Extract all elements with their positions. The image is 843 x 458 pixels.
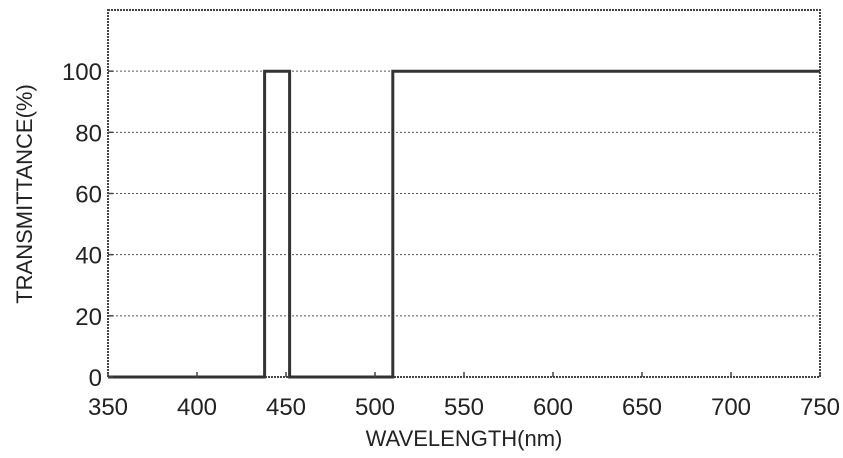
x-tick-label-700: 700	[711, 394, 751, 421]
y-tick-label-0: 0	[89, 365, 102, 392]
x-tick-label-400: 400	[177, 394, 217, 421]
x-tick-label-350: 350	[88, 394, 128, 421]
x-tick-label-550: 550	[444, 394, 484, 421]
x-tick-label-650: 650	[622, 394, 662, 421]
x-tick-labels: 350 400 450 500 550 600 650 700 750	[88, 372, 840, 421]
x-tick-label-750: 750	[800, 394, 840, 421]
y-tick-labels: 0 20 40 60 80 100	[62, 59, 113, 392]
y-tick-label-80: 80	[75, 120, 102, 147]
x-tick-label-450: 450	[266, 394, 306, 421]
x-tick-label-500: 500	[355, 394, 395, 421]
grid-lines	[108, 71, 820, 316]
y-tick-label-20: 20	[75, 304, 102, 331]
y-tick-label-40: 40	[75, 243, 102, 270]
y-tick-label-60: 60	[75, 182, 102, 209]
x-tick-label-600: 600	[533, 394, 573, 421]
y-axis-title: TRANSMITTANCE(%)	[12, 84, 37, 304]
series-line-0	[108, 71, 820, 377]
y-tick-label-100: 100	[62, 59, 102, 86]
series-layer	[108, 71, 820, 377]
x-axis-title: WAVELENGTH(nm)	[366, 426, 563, 451]
